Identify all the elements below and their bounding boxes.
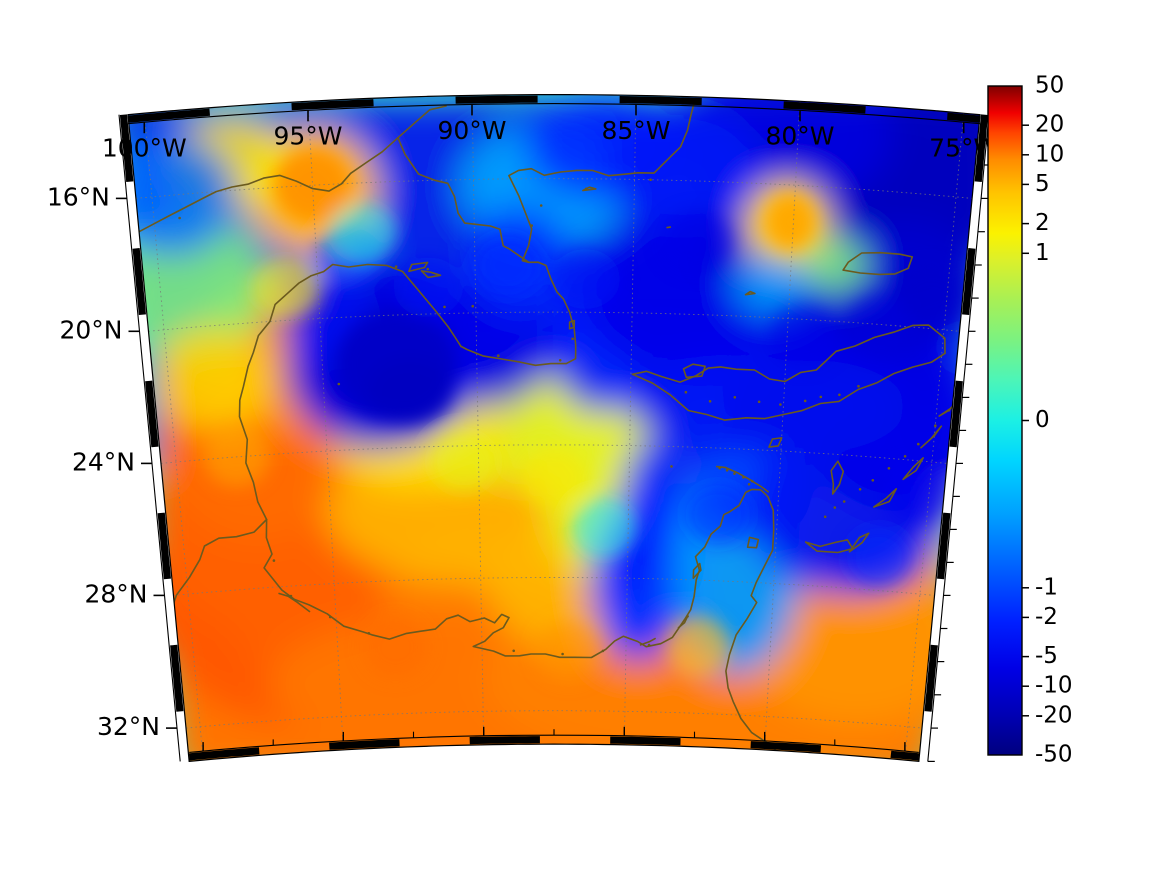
latitude-labels: 32°N 28°N 24°N 20°N 16°N bbox=[47, 182, 160, 741]
lat-tick-label: 24°N bbox=[72, 447, 135, 476]
map-frame bbox=[118, 94, 990, 763]
colorbar-tick-label: -5 bbox=[1035, 643, 1058, 669]
coastline-bahamas-abaco bbox=[848, 532, 870, 553]
lon-tick-label: 95°W bbox=[273, 122, 342, 151]
coastline-swan bbox=[666, 226, 672, 229]
coastline-tx-islands bbox=[278, 592, 311, 613]
lat-tick-label: 16°N bbox=[47, 182, 110, 211]
coastline-fl-lakeokee bbox=[746, 536, 760, 549]
lon-tick-label: 80°W bbox=[765, 122, 834, 151]
lon-tick-label: 100°W bbox=[102, 134, 187, 163]
colorbar-tick-label: 2 bbox=[1035, 210, 1050, 236]
colorbar-tick-label: 50 bbox=[1035, 73, 1064, 99]
colorbar-tick-label: -2 bbox=[1035, 604, 1058, 630]
coastline-guatemala-border bbox=[397, 137, 530, 264]
coastline-cuba-south bbox=[631, 324, 946, 383]
coastline-cayman bbox=[744, 290, 756, 296]
axis-ticks bbox=[115, 104, 995, 763]
colorbar-ticks bbox=[1022, 124, 1029, 717]
colorbar-tick-label: 20 bbox=[1035, 112, 1064, 138]
lat-tick-label: 32°N bbox=[97, 712, 160, 741]
heatmap-field bbox=[128, 94, 980, 762]
colorbar-tick-label: -20 bbox=[1035, 702, 1073, 728]
lat-tick-label: 20°N bbox=[59, 315, 122, 344]
field-detail bbox=[203, 148, 966, 681]
coastline-apalachee bbox=[639, 637, 656, 646]
coastline-yucatan bbox=[460, 99, 696, 367]
colorbar-gradient bbox=[987, 85, 1023, 756]
colorbar-tick-label: 0 bbox=[1035, 407, 1050, 433]
coastline-terminos bbox=[408, 261, 429, 273]
coastline-florida-keys bbox=[715, 465, 769, 493]
coastline-mississippi-delta bbox=[457, 488, 785, 759]
coastline-fl-bigbend bbox=[677, 615, 689, 629]
coastline-isla-juventud bbox=[682, 363, 706, 379]
coastline-tampa-bay bbox=[692, 562, 702, 579]
coastline-cuba-north bbox=[631, 352, 946, 421]
coastline-bahamas-cat bbox=[902, 457, 924, 481]
colorbar-tick-label: 1 bbox=[1035, 240, 1050, 266]
colorbar-tick-label: -10 bbox=[1035, 673, 1073, 699]
coastline-bahamas-grand bbox=[804, 539, 854, 554]
coastline-mexico-gulf-coast bbox=[238, 263, 462, 521]
coastline-jamaica bbox=[842, 251, 914, 276]
coastline-texas-louisiana-coast bbox=[263, 518, 459, 640]
lon-tick-label: 75°W bbox=[929, 134, 998, 163]
coastline-cay-sal bbox=[768, 437, 783, 448]
longitude-labels: 100°W 95°W 90°W 85°W 80°W 75°W bbox=[102, 116, 998, 163]
colorbar-tick-label: 10 bbox=[1035, 141, 1064, 167]
colorbar-tick-label: -50 bbox=[1035, 742, 1073, 768]
lon-tick-label: 90°W bbox=[437, 116, 506, 145]
coastline-bahamas-andros bbox=[830, 460, 845, 495]
graticule bbox=[135, 95, 973, 761]
coastline-cozumel bbox=[568, 319, 576, 330]
colorbar-tick-label: -1 bbox=[1035, 574, 1058, 600]
coastline-yuc-lagoon bbox=[420, 270, 442, 279]
lon-tick-label: 85°W bbox=[601, 116, 670, 145]
coastline-bahamas-long bbox=[920, 425, 943, 449]
coastline-mexico-pacific bbox=[128, 105, 447, 238]
colorbar-tick-label: 5 bbox=[1035, 171, 1050, 197]
coastline-bahamas-eleuthera bbox=[873, 488, 898, 508]
lat-tick-label: 28°N bbox=[84, 579, 147, 608]
